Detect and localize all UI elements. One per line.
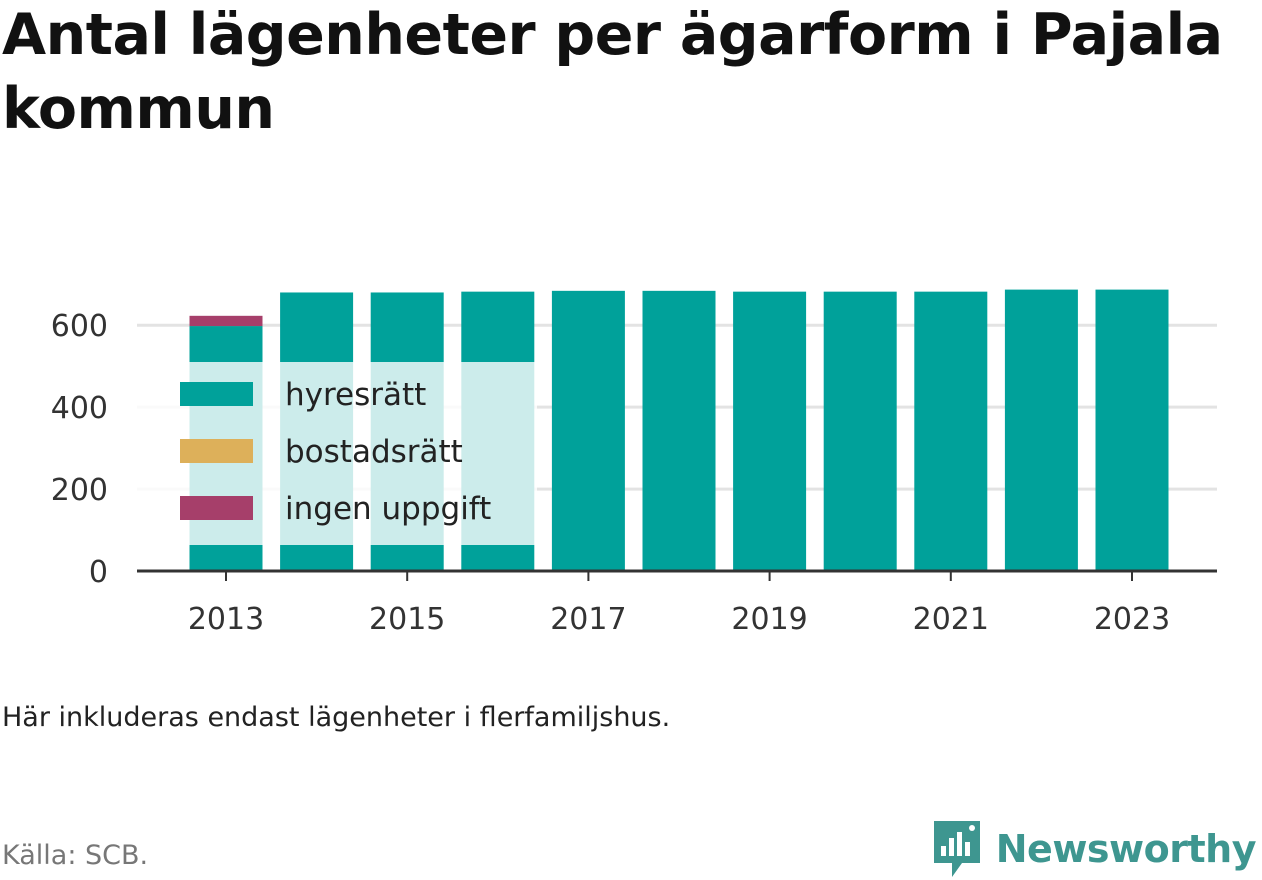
x-tick-label: 2017 bbox=[550, 602, 626, 637]
bar-segment bbox=[551, 290, 625, 571]
source-text: Källa: SCB. bbox=[2, 840, 149, 871]
x-tick-label: 2023 bbox=[1094, 602, 1170, 637]
legend-label: hyresrätt bbox=[285, 377, 426, 413]
legend-label: ingen uppgift bbox=[285, 491, 491, 527]
newsworthy-logo-icon bbox=[933, 821, 980, 877]
newsworthy-logo: Newsworthy bbox=[932, 818, 1257, 880]
x-tick-label: 2019 bbox=[731, 602, 807, 637]
y-tick-label: 400 bbox=[51, 391, 108, 426]
chart-title: Antal lägenheter per ägarform i Pajala k… bbox=[2, 2, 1223, 142]
y-tick-label: 600 bbox=[51, 309, 108, 344]
y-tick-label: 200 bbox=[51, 473, 108, 508]
axes: 0 200 400 600 2013 2015 2017 2019 2021 2023 bbox=[51, 309, 1217, 637]
x-tick-label: 2021 bbox=[913, 602, 989, 637]
legend-swatch bbox=[180, 382, 253, 406]
bar-segment bbox=[642, 290, 716, 571]
chart-note: Här inkluderas endast lägenheter i flerf… bbox=[2, 702, 671, 733]
bar-segment bbox=[823, 291, 897, 571]
x-tick-label: 2013 bbox=[188, 602, 264, 637]
bar-segment bbox=[189, 315, 263, 327]
bar-segment bbox=[1004, 289, 1078, 571]
legend-label: bostadsrätt bbox=[285, 434, 463, 470]
bar-segment bbox=[914, 291, 988, 571]
legend-swatch bbox=[180, 496, 253, 520]
bar-segment bbox=[733, 291, 807, 571]
legend: hyresrätt bostadsrätt ingen uppgift bbox=[137, 362, 537, 545]
bar-segment bbox=[1095, 289, 1169, 571]
brand-name: Newsworthy bbox=[995, 827, 1257, 871]
bar-chart: hyresrätt bostadsrätt ingen uppgift 0 200 40… bbox=[51, 289, 1217, 637]
y-tick-label: 0 bbox=[89, 555, 108, 590]
x-tick-label: 2015 bbox=[369, 602, 445, 637]
legend-swatch bbox=[180, 439, 253, 463]
